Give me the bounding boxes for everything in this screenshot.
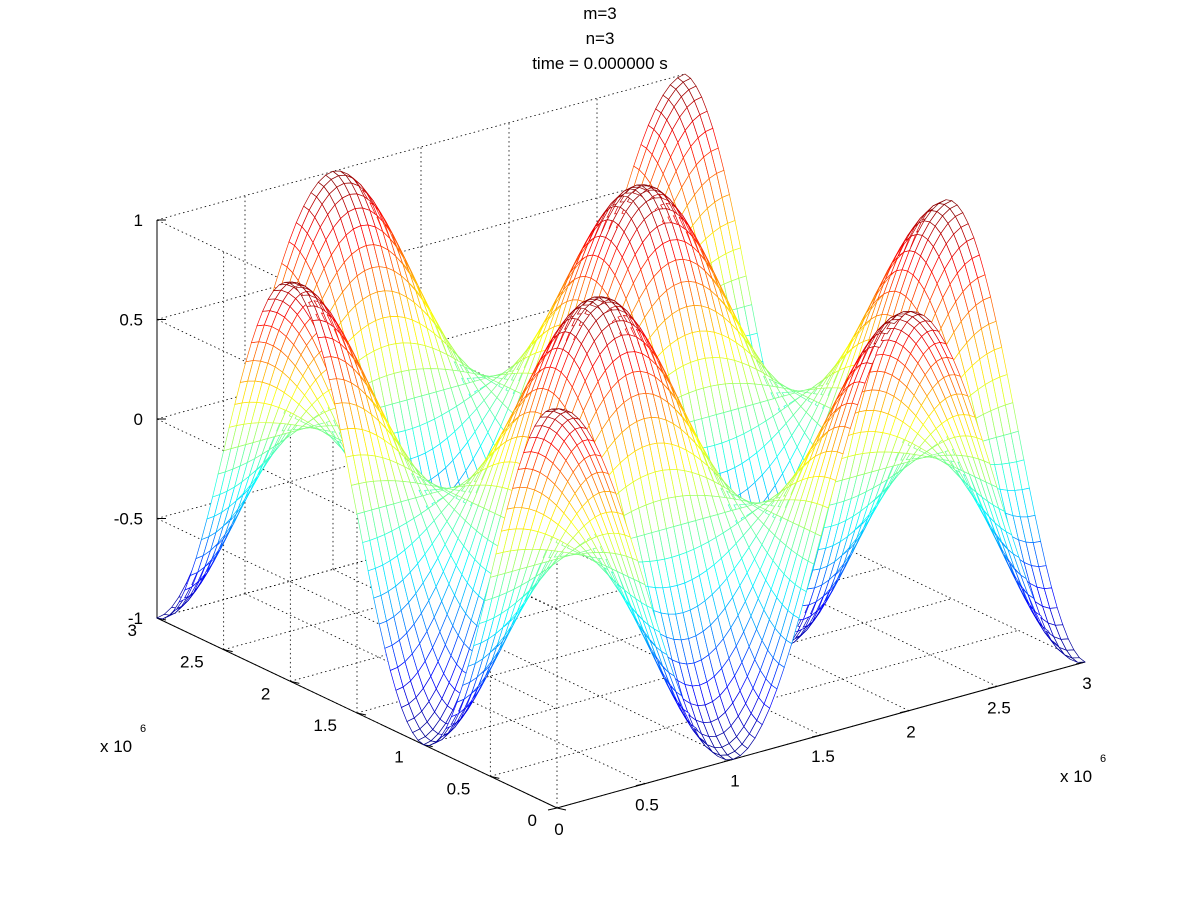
floor-gridline-y — [223, 503, 752, 651]
surface-mesh — [155, 73, 1086, 761]
y-tick — [356, 712, 367, 716]
x-tick — [987, 685, 998, 689]
back-wall-gridline-z — [156, 173, 686, 320]
x-tick — [547, 807, 558, 811]
y-tick — [290, 680, 300, 684]
title-line-m: m=3 — [583, 4, 617, 23]
title-line-time: time = 0.000000 s — [532, 54, 668, 73]
x-tick — [635, 783, 646, 787]
floor-gridline-y — [490, 629, 1019, 777]
back-wall-gridline-z — [156, 73, 686, 221]
y-tick — [490, 775, 500, 779]
y-tick — [223, 649, 233, 653]
x-tick — [811, 734, 822, 738]
title-line-n: n=3 — [586, 29, 615, 48]
y-tick — [556, 807, 567, 811]
axes — [156, 219, 1086, 811]
floor-gridline-y — [290, 534, 819, 682]
floor-gridline-y — [423, 598, 952, 746]
chart-title: m=3 n=3 time = 0.000000 s — [532, 4, 668, 73]
x-tick — [899, 710, 910, 714]
left-wall-gridline-z — [156, 518, 558, 709]
back-wall-gridline-z — [156, 471, 686, 619]
